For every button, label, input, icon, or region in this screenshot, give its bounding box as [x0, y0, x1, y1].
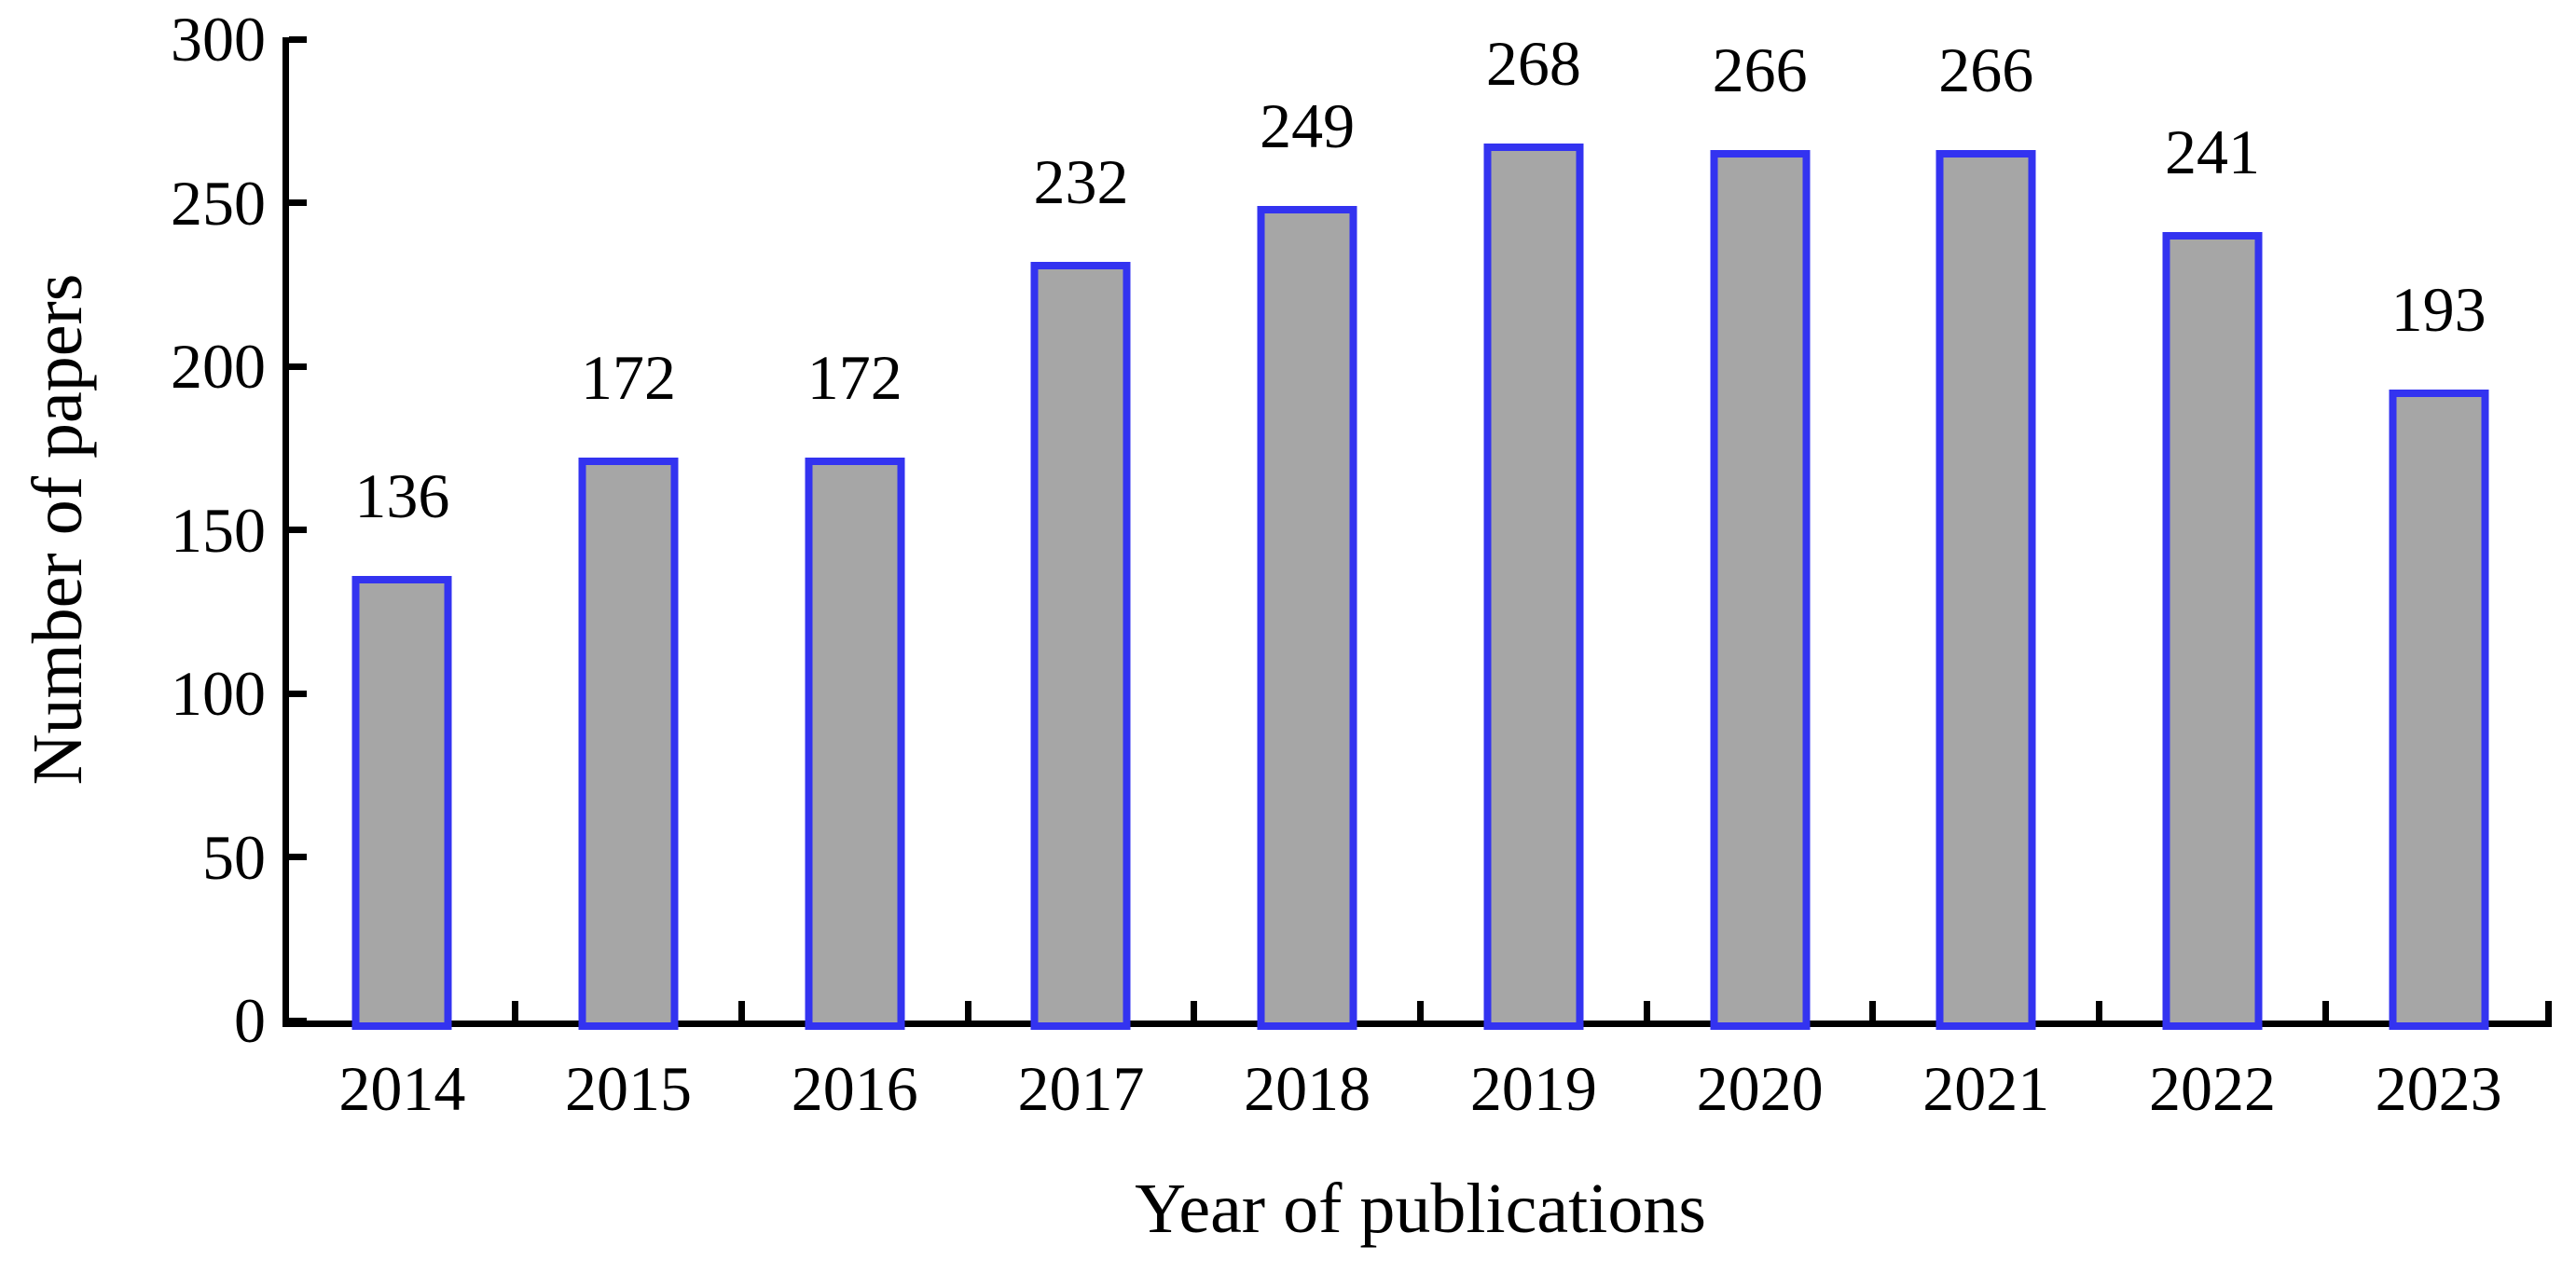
value-label-2015: 172 — [581, 342, 677, 413]
value-label-2018: 249 — [1260, 90, 1356, 161]
x-tick-9 — [2321, 1001, 2329, 1021]
x-tick-label-2022: 2022 — [2148, 1053, 2276, 1124]
y-tick-50 — [289, 854, 307, 860]
x-tick-5 — [1417, 1001, 1424, 1021]
y-tick-100 — [289, 690, 307, 697]
value-label-2020: 266 — [1712, 34, 1808, 105]
x-tick-8 — [2096, 1001, 2103, 1021]
value-label-2017: 232 — [1033, 146, 1129, 217]
x-tick-label-2016: 2016 — [791, 1053, 918, 1124]
x-tick-3 — [964, 1001, 971, 1021]
value-label-2021: 266 — [1938, 34, 2034, 105]
x-tick-6 — [1643, 1001, 1650, 1021]
bar-2017 — [1030, 262, 1131, 1030]
value-label-2023: 193 — [2390, 274, 2486, 345]
x-tick-2 — [737, 1001, 745, 1021]
bar-cell-2020: 266 — [1646, 34, 1873, 1030]
bar-2018 — [1257, 206, 1357, 1030]
bar-cell-2023: 193 — [2325, 39, 2552, 1030]
x-axis-tick-labels: 2014 2015 2016 2017 2018 2019 2020 2021 2022 2023 — [289, 1051, 2552, 1126]
bar-2022 — [2162, 232, 2263, 1030]
x-tick-10 — [2545, 1001, 2552, 1021]
bar-2021 — [1935, 150, 2036, 1030]
bars-row: 136 172 172 232 249 268 266 266 241 193 — [289, 32, 2552, 1030]
y-tick-0 — [289, 1017, 307, 1024]
x-axis-line — [282, 1021, 2552, 1027]
x-tick-label-2014: 2014 — [338, 1053, 466, 1124]
y-tick-label-200: 200 — [171, 331, 266, 402]
x-tick-4 — [1191, 1001, 1198, 1021]
bar-2023 — [2389, 390, 2489, 1030]
bar-cell-2017: 232 — [968, 39, 1194, 1030]
bar-2014 — [351, 576, 452, 1030]
value-label-2016: 172 — [806, 342, 902, 413]
x-tick-7 — [1869, 1001, 1877, 1021]
x-tick-label-2017: 2017 — [1017, 1053, 1145, 1124]
bar-cell-2014: 136 — [289, 39, 516, 1030]
x-tick-label-2023: 2023 — [2375, 1053, 2502, 1124]
y-tick-150 — [289, 527, 307, 533]
y-tick-label-250: 250 — [171, 167, 266, 239]
x-tick-label-2021: 2021 — [1922, 1053, 2050, 1124]
y-tick-300 — [289, 35, 307, 43]
bar-cell-2015: 172 — [516, 39, 742, 1030]
y-tick-label-150: 150 — [171, 494, 266, 566]
x-tick-label-2019: 2019 — [1469, 1053, 1597, 1124]
bar-2015 — [578, 458, 679, 1030]
y-axis-line — [282, 37, 289, 1027]
y-axis-title: Number of papers — [19, 273, 97, 786]
y-tick-label-300: 300 — [171, 4, 266, 75]
y-tick-200 — [289, 363, 307, 370]
x-tick-label-2015: 2015 — [565, 1053, 693, 1124]
value-label-2014: 136 — [354, 460, 450, 531]
bar-2020 — [1710, 150, 1811, 1030]
bar-cell-2018: 249 — [1194, 39, 1421, 1030]
value-label-2019: 268 — [1485, 28, 1581, 99]
plot-area: 136 172 172 232 249 268 266 266 241 193 — [289, 32, 2552, 1030]
x-tick-label-2018: 2018 — [1244, 1053, 1371, 1124]
bar-2019 — [1483, 144, 1584, 1030]
y-tick-250 — [289, 199, 307, 206]
bar-2016 — [805, 458, 905, 1030]
bar-cell-2021: 266 — [1873, 34, 2100, 1030]
x-tick-1 — [512, 1001, 519, 1021]
bar-cell-2019: 268 — [1421, 32, 1647, 1030]
value-label-2022: 241 — [2164, 116, 2260, 187]
bar-cell-2022: 241 — [2100, 39, 2326, 1030]
bar-cell-2016: 172 — [741, 39, 968, 1030]
y-tick-label-100: 100 — [171, 658, 266, 729]
y-tick-label-50: 50 — [202, 821, 266, 893]
x-axis-title: Year of publications — [1135, 1170, 1706, 1248]
y-tick-label-0: 0 — [234, 985, 266, 1056]
x-tick-label-2020: 2020 — [1696, 1053, 1824, 1124]
